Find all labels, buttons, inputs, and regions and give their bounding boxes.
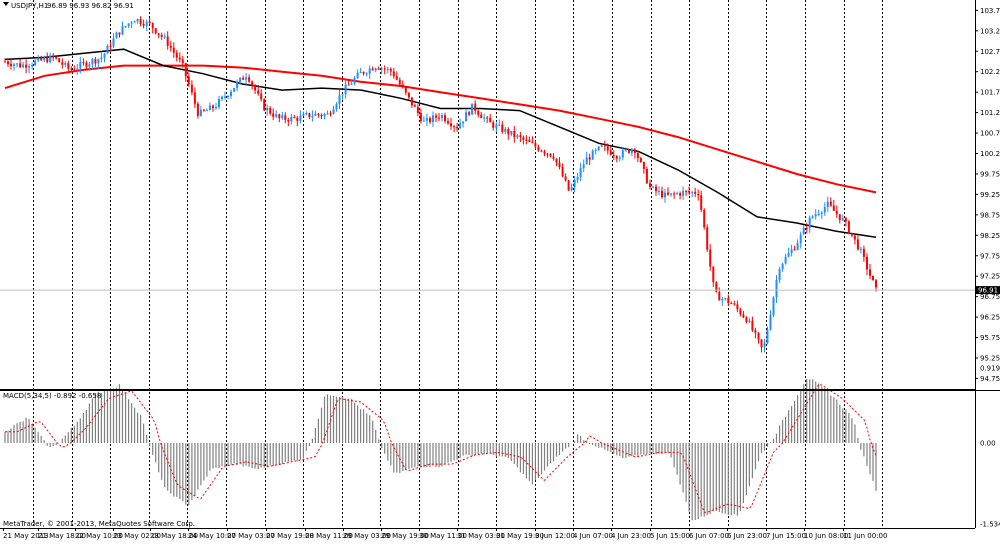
time-tick-label: 21 May 18:00	[38, 532, 86, 540]
time-tick-label: 4 Jun 07:00	[573, 532, 613, 540]
time-tick-label: 27 May 03:00	[227, 532, 275, 540]
ohlc-label: 96.89 96.93 96.82 96.91	[47, 2, 134, 10]
dropdown-arrow-icon[interactable]	[3, 2, 9, 6]
time-tick-label: 23 May 02:00	[113, 532, 161, 540]
time-tick-label: 10 Jun 08:00	[804, 532, 848, 540]
time-tick-label: 31 May 19:00	[496, 532, 544, 540]
price-tick-label: 95.25	[980, 355, 1000, 363]
fast-moving-average-line	[4, 48, 877, 239]
price-tick-label: 97.25	[980, 273, 1000, 281]
copyright-label: MetaTrader, © 2001-2013, MetaQuotes Soft…	[3, 520, 195, 528]
price-tick-label: 102.25	[980, 68, 1000, 76]
price-tick-label: 97.75	[980, 252, 1000, 260]
price-tick-label: 100.75	[980, 130, 1000, 138]
time-tick-label: 31 May 03:00	[457, 532, 505, 540]
price-tick-label: 96.25	[980, 314, 1000, 322]
vertical-grid	[33, 0, 883, 528]
time-tick-label: 3 Jun 12:00	[535, 532, 575, 540]
slow-moving-average-line	[4, 64, 877, 194]
macd-histogram	[4, 378, 877, 521]
price-tick-label: 102.75	[980, 48, 1000, 56]
price-tick-label: 98.25	[980, 232, 1000, 240]
time-tick-label: 6 Jun 23:00	[727, 532, 767, 540]
time-tick-label: 6 Jun 07:00	[689, 532, 729, 540]
symbol-label: USDJPY,H1	[11, 2, 48, 10]
macd-tick-label: 0.919	[980, 365, 1000, 373]
time-tick-label: 4 Jun 23:00	[611, 532, 651, 540]
price-tick-label: 103.75	[980, 7, 1000, 15]
time-tick-label: 27 May 19:00	[266, 532, 314, 540]
time-tick-label: 21 May 2013	[3, 532, 49, 540]
macd-tick-label: -1.534	[980, 521, 1000, 529]
price-tick-label: 101.25	[980, 109, 1000, 117]
price-tick-label: 94.75	[980, 375, 1000, 383]
macd-axis-labels: 0.919 0.00 -1.534	[980, 365, 1000, 529]
macd-signal-line	[5, 383, 877, 513]
current-price-label: 96.91	[978, 287, 998, 295]
price-tick-label: 96.75	[980, 293, 1000, 301]
price-tick-label: 103.25	[980, 27, 1000, 35]
time-tick-label: 7 Jun 15:00	[766, 532, 806, 540]
price-axis-labels: 103.75 103.25 102.75 102.25 101.75 101.25 100.…	[0, 7, 1000, 383]
chart-axes	[0, 0, 1000, 529]
macd-label: MACD(5,34,5) -0.892 -0.658	[3, 392, 101, 400]
moving-averages	[4, 48, 877, 239]
time-tick-label: 5 Jun 15:00	[650, 532, 690, 540]
price-candles	[4, 16, 877, 353]
time-tick-label: 30 May 11:00	[419, 532, 467, 540]
price-tick-label: 99.25	[980, 191, 1000, 199]
price-tick-label: 99.75	[980, 170, 1000, 178]
price-tick-label: 98.75	[980, 211, 1000, 219]
price-tick-label: 100.25	[980, 150, 1000, 158]
macd-tick-label: 0.00	[980, 440, 996, 448]
time-tick-label: 29 May 19:00	[381, 532, 429, 540]
time-tick-label: 29 May 03:00	[343, 532, 391, 540]
time-tick-label: 11 Jun 00:00	[843, 532, 887, 540]
time-tick-label: 23 May 18:00	[150, 532, 198, 540]
price-tick-label: 101.75	[980, 89, 1000, 97]
time-tick-label: 22 May 10:00	[75, 532, 123, 540]
price-tick-label: 95.75	[980, 334, 1000, 342]
current-price-marker	[976, 286, 1000, 295]
time-tick-label: 24 May 10:00	[188, 532, 236, 540]
time-tick-label: 28 May 11:00	[305, 532, 353, 540]
